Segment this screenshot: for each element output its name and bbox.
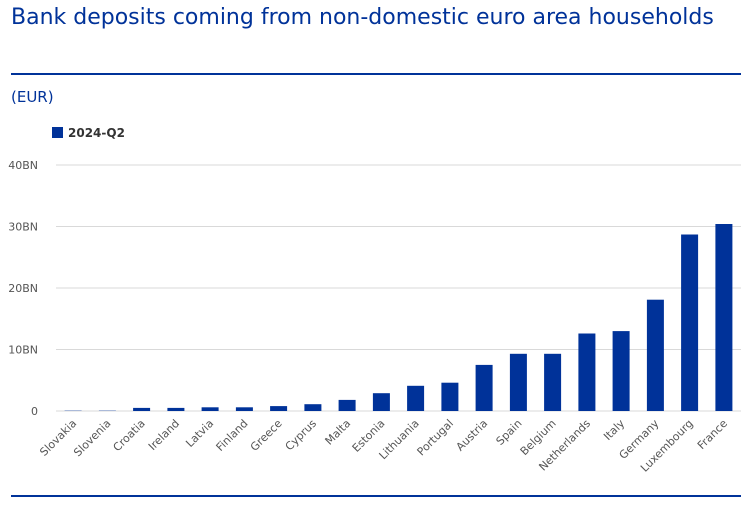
bar-france[interactable]	[715, 224, 733, 411]
y-tick-label: 40BN	[8, 159, 38, 172]
x-tick-label: Cyprus	[283, 417, 320, 454]
bar-latvia[interactable]	[201, 407, 219, 411]
legend-label: 2024-Q2	[68, 126, 125, 140]
x-tick-label: Italy	[601, 417, 627, 443]
bar-finland[interactable]	[235, 407, 253, 411]
bar-cyprus[interactable]	[304, 404, 322, 411]
x-tick-label: Portugal	[415, 417, 456, 458]
bar-spain[interactable]	[509, 353, 527, 411]
bar-ireland[interactable]	[167, 407, 185, 411]
bar-estonia[interactable]	[372, 393, 390, 411]
bottom-divider	[11, 495, 741, 497]
x-tick-label: France	[695, 417, 730, 452]
legend[interactable]: 2024-Q2	[52, 126, 125, 140]
y-tick-label: 0	[31, 405, 38, 418]
x-tick-label: Croatia	[111, 417, 148, 454]
bar-germany[interactable]	[646, 299, 664, 411]
legend-swatch	[52, 127, 63, 138]
x-tick-label: Greece	[248, 417, 285, 454]
bar-austria[interactable]	[475, 364, 493, 411]
bar-luxembourg[interactable]	[681, 234, 699, 412]
page-title: Bank deposits coming from non-domestic e…	[11, 5, 714, 30]
x-tick-label: Austria	[454, 417, 491, 454]
bar-netherlands[interactable]	[578, 333, 596, 412]
x-tick-label: Slovenia	[71, 417, 113, 459]
bar-lithuania[interactable]	[407, 385, 425, 411]
y-tick-label: 10BN	[8, 344, 38, 357]
x-tick-label: Latvia	[183, 417, 216, 450]
title-divider	[11, 73, 741, 75]
bar-belgium[interactable]	[544, 353, 562, 411]
unit-label: (EUR)	[11, 88, 54, 106]
gridlines	[56, 164, 741, 412]
x-tick-label: Ireland	[146, 417, 182, 453]
bars	[64, 224, 733, 412]
bar-malta[interactable]	[338, 399, 356, 411]
y-axis-ticks: 0 10BN 20BN 30BN 40BN	[8, 159, 38, 418]
bar-croatia[interactable]	[133, 407, 151, 411]
bar-portugal[interactable]	[441, 382, 459, 411]
x-tick-label: Malta	[323, 417, 354, 448]
bar-greece[interactable]	[270, 406, 288, 411]
x-tick-label: Finland	[214, 417, 251, 454]
y-tick-label: 20BN	[8, 282, 38, 295]
bar-italy[interactable]	[612, 331, 630, 411]
y-tick-label: 30BN	[8, 221, 38, 234]
x-tick-label: Spain	[494, 417, 525, 448]
